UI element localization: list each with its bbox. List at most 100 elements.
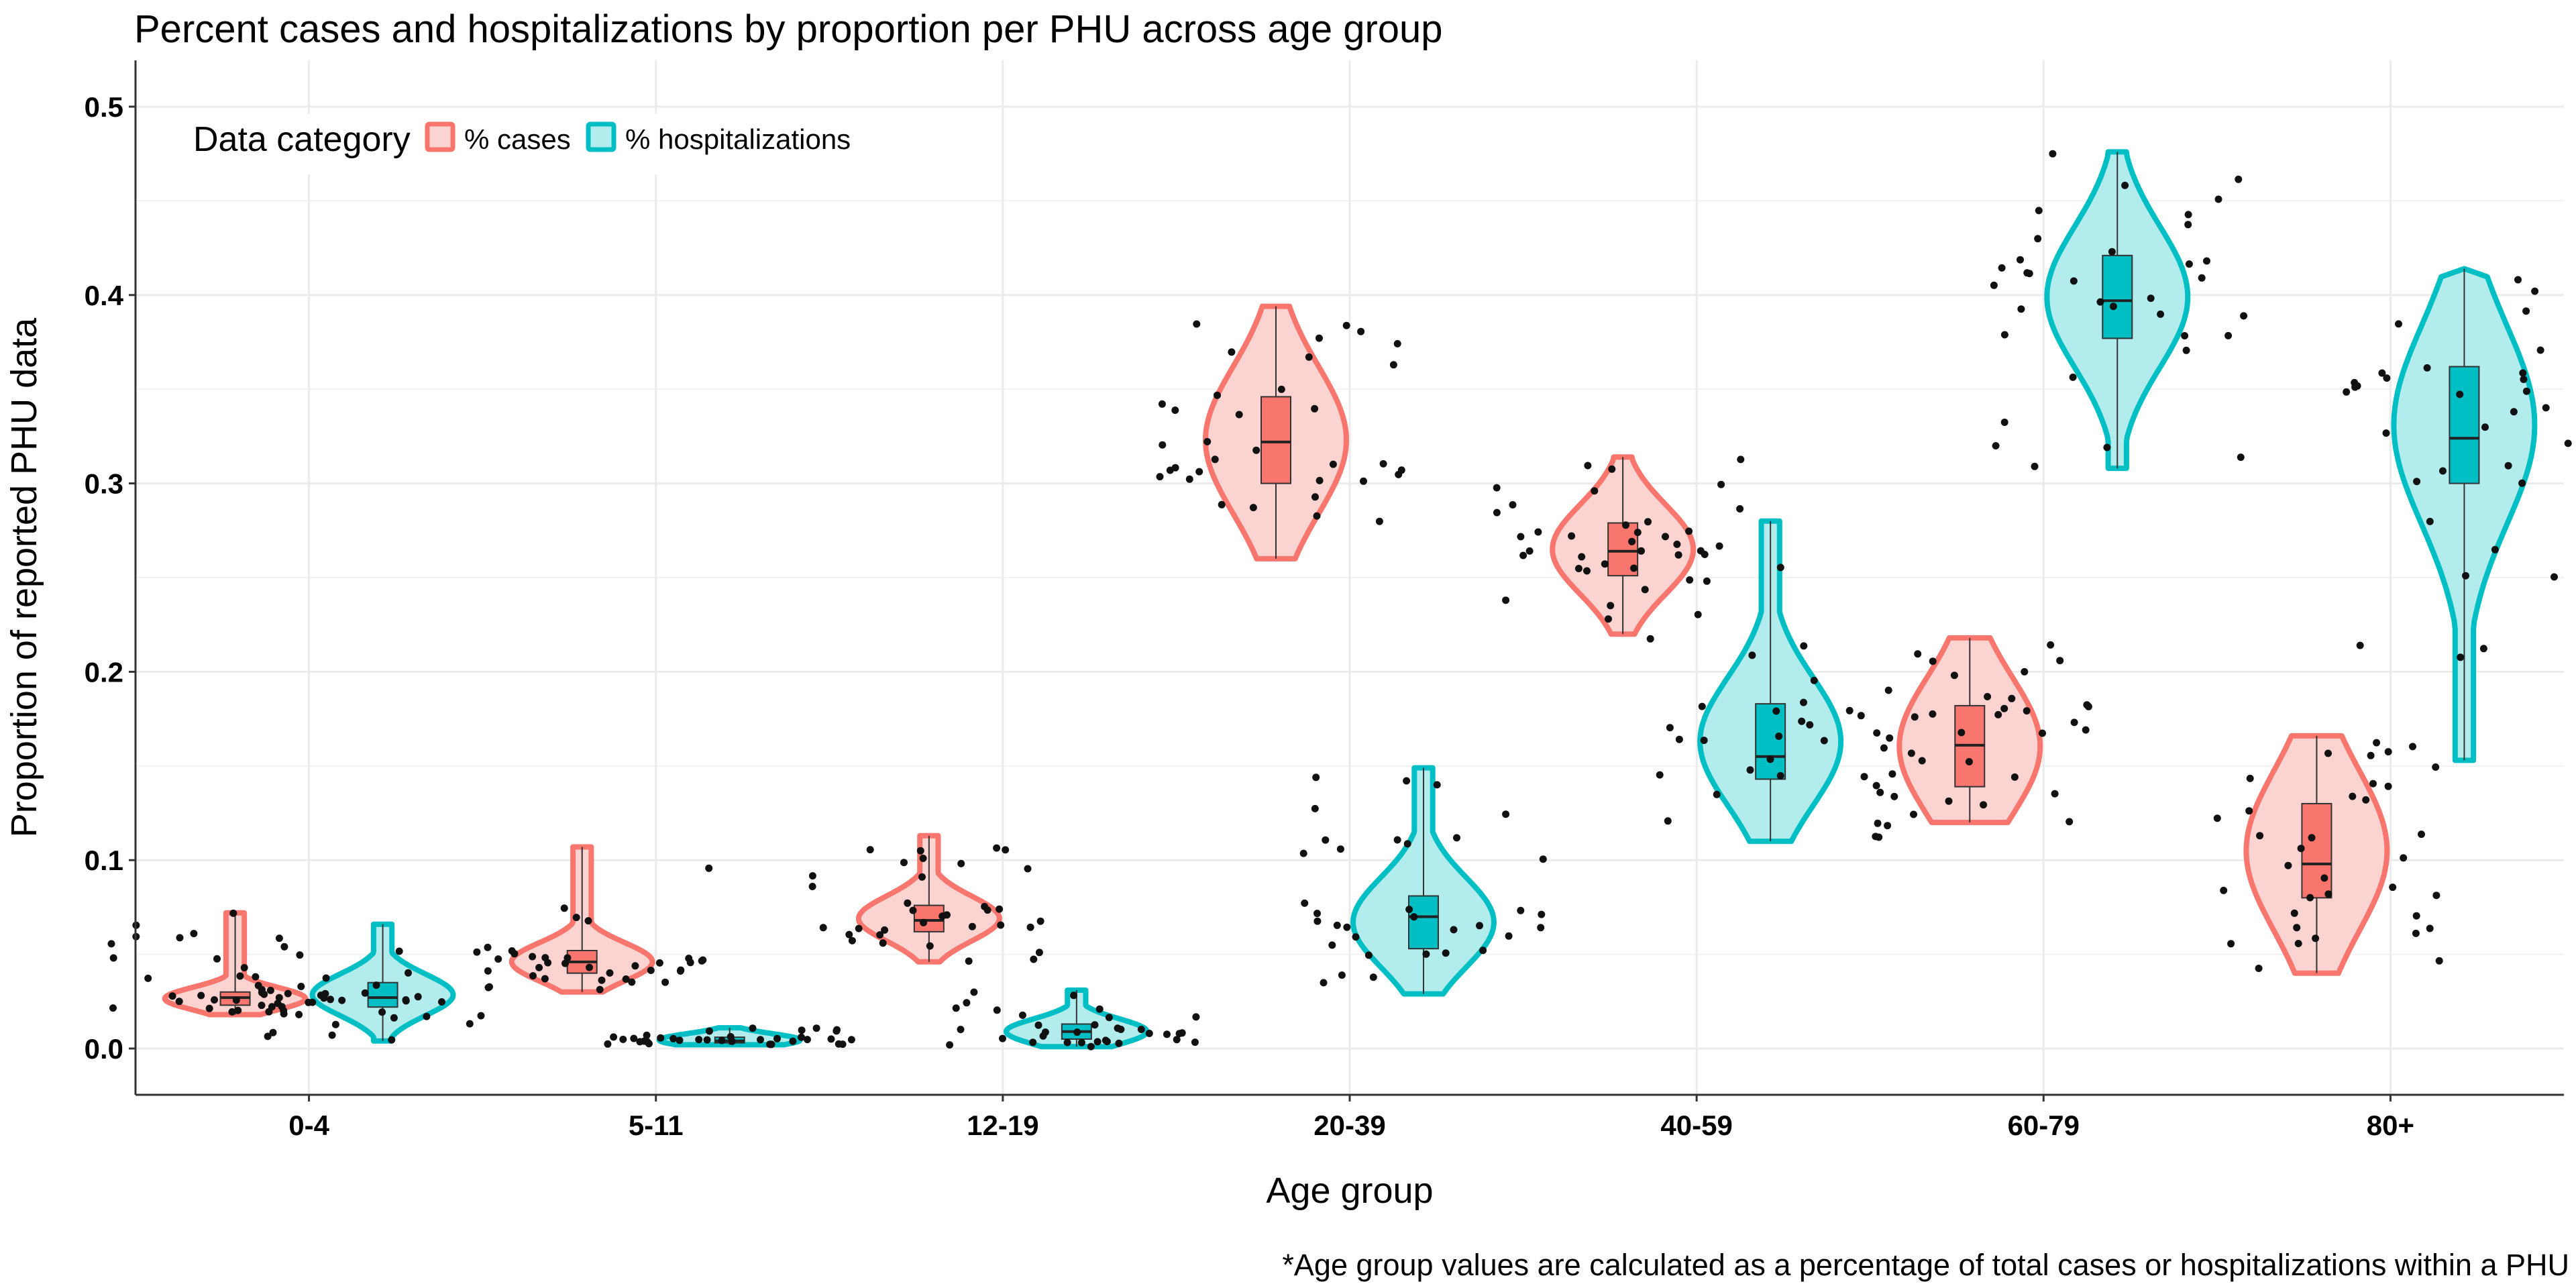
data-point — [1820, 737, 1828, 745]
data-point — [727, 1032, 735, 1040]
data-point — [1502, 810, 1510, 818]
data-point — [628, 978, 636, 986]
data-point — [703, 1036, 711, 1044]
data-point — [2426, 517, 2434, 525]
data-point — [1601, 560, 1609, 568]
data-point — [1605, 615, 1612, 623]
x-tick-label: 12-19 — [967, 1110, 1038, 1141]
data-point — [993, 1006, 1001, 1014]
data-point — [278, 1003, 286, 1011]
data-point — [1638, 547, 1645, 555]
data-point — [833, 1027, 841, 1035]
data-point — [2220, 886, 2228, 894]
data-point — [1798, 717, 1806, 725]
data-point — [1158, 400, 1166, 408]
data-point — [1534, 528, 1542, 536]
data-point — [706, 1027, 713, 1035]
data-point — [2491, 545, 2499, 553]
data-point — [1369, 973, 1377, 981]
data-point — [686, 959, 694, 967]
data-point — [900, 859, 908, 867]
data-point — [2096, 298, 2104, 306]
data-point — [789, 1037, 797, 1045]
x-tick-label: 5-11 — [629, 1110, 684, 1141]
data-point — [847, 1036, 855, 1044]
data-point — [798, 1033, 805, 1041]
data-point — [477, 1012, 485, 1020]
data-point — [2367, 751, 2375, 759]
data-point — [1203, 437, 1212, 445]
box-iqr — [1260, 396, 1291, 484]
data-point — [1105, 1014, 1113, 1022]
data-point — [494, 955, 502, 963]
data-point — [997, 921, 1005, 929]
data-point — [2384, 782, 2392, 790]
data-point — [2083, 701, 2091, 709]
data-point — [2023, 269, 2031, 277]
data-point — [284, 989, 292, 998]
data-point — [1193, 320, 1201, 328]
data-point — [2181, 332, 2189, 339]
data-point — [1095, 1005, 1104, 1013]
data-point — [1191, 1038, 1199, 1046]
data-point — [2531, 287, 2539, 295]
data-point — [1312, 773, 1320, 782]
data-point — [2413, 478, 2421, 486]
data-point — [610, 1033, 618, 1041]
data-point — [535, 963, 543, 971]
data-point — [1393, 836, 1401, 844]
data-point — [1018, 1011, 1026, 1019]
data-point — [808, 883, 816, 890]
data-point — [926, 942, 934, 950]
data-point — [1077, 1038, 1085, 1046]
data-point — [1628, 537, 1636, 545]
data-point — [855, 924, 863, 932]
data-point — [2214, 195, 2222, 203]
data-point — [190, 930, 198, 938]
data-point — [1192, 1013, 1200, 1021]
data-point — [1888, 770, 1896, 778]
data-point — [1024, 865, 1032, 873]
data-point — [1698, 702, 1706, 710]
data-point — [109, 954, 117, 962]
data-point — [1322, 836, 1330, 844]
data-point — [1886, 734, 1894, 742]
data-point — [968, 922, 976, 930]
data-point — [2522, 387, 2530, 395]
data-point — [2198, 274, 2206, 282]
data-point — [1998, 264, 2006, 272]
data-point — [107, 940, 115, 948]
data-point — [1715, 542, 1723, 550]
data-point — [2245, 807, 2253, 815]
data-point — [848, 936, 856, 945]
data-point — [268, 1003, 276, 1011]
data-point — [1442, 949, 1450, 957]
data-point — [1171, 464, 1179, 472]
legend: Data category % cases % hospitalizations — [181, 114, 865, 174]
data-point — [297, 983, 305, 990]
data-point — [2504, 462, 2512, 470]
data-point — [1646, 635, 1654, 643]
data-point — [322, 974, 330, 982]
data-point — [2256, 832, 2264, 840]
y-tick-label: 0.2 — [85, 656, 123, 688]
data-point — [1845, 706, 1854, 714]
data-point — [1410, 913, 1418, 921]
data-point — [2456, 390, 2464, 398]
data-point — [2182, 346, 2190, 354]
data-point — [1029, 1038, 1037, 1046]
data-point — [804, 1036, 811, 1044]
data-point — [1700, 737, 1708, 745]
x-tick-label: 20-39 — [1313, 1110, 1385, 1141]
data-point — [1746, 766, 1754, 774]
data-point — [2157, 310, 2165, 318]
data-point — [996, 905, 1004, 913]
data-point — [876, 931, 884, 939]
data-point — [2378, 369, 2386, 377]
data-point — [2462, 572, 2469, 580]
data-point — [2351, 378, 2359, 386]
data-point — [1175, 1030, 1183, 1038]
data-point — [275, 994, 283, 1002]
data-point — [2522, 307, 2530, 315]
legend-key-hospitalizations — [586, 121, 616, 152]
